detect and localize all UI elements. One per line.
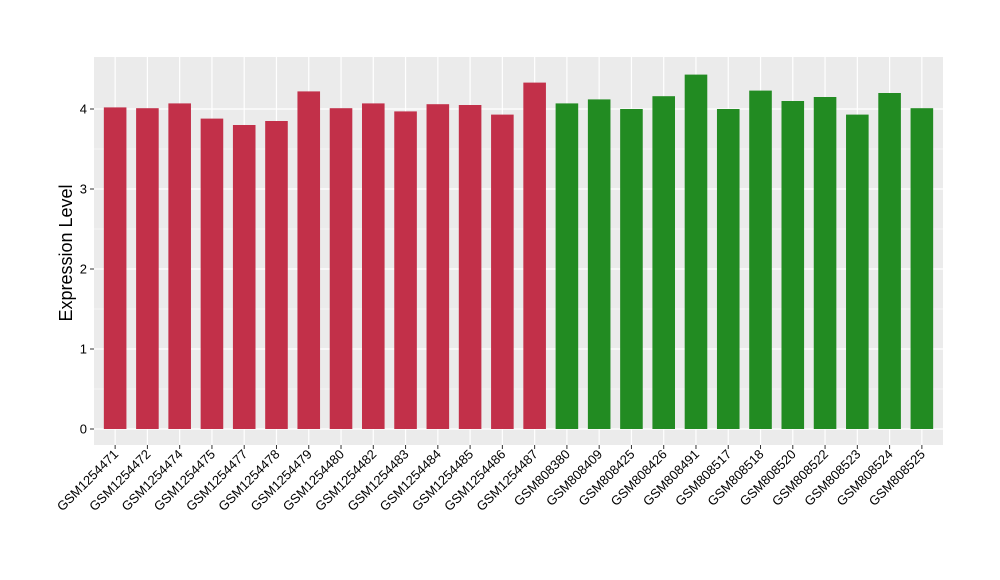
x-axis: GSM1254471GSM1254472GSM1254474GSM1254475…	[54, 445, 928, 514]
bar-GSM808522	[813, 97, 837, 429]
y-tick-label: 4	[80, 102, 87, 117]
bar-GSM808409	[587, 99, 611, 430]
bar-GSM1254472	[136, 108, 159, 429]
y-tick-label: 3	[80, 182, 87, 197]
bar-GSM808517	[716, 109, 740, 429]
y-axis-title: Expression Level	[56, 184, 76, 321]
bar-GSM808380	[555, 103, 579, 430]
bar-GSM1254479	[297, 91, 321, 430]
bar-GSM808491	[684, 74, 708, 429]
bar-GSM1254486	[491, 114, 514, 429]
bar-GSM1254475	[200, 118, 224, 429]
bar-GSM1254477	[232, 125, 256, 429]
bar-GSM1254478	[265, 121, 288, 429]
bar-GSM1254484	[426, 104, 450, 429]
y-axis: 0 1 2 3 4	[80, 102, 94, 437]
bar-GSM1254482	[361, 103, 385, 430]
y-tick-label: 0	[80, 422, 87, 437]
bar-GSM808518	[749, 90, 772, 429]
bar-GSM1254480	[329, 108, 353, 429]
y-tick-label: 1	[80, 342, 87, 357]
bar-GSM1254483	[394, 111, 417, 430]
bar-GSM808520	[781, 101, 805, 429]
bar-GSM808525	[910, 108, 934, 429]
bar-GSM808426	[652, 96, 676, 429]
bar-GSM1254487	[523, 82, 546, 429]
bar-GSM1254485	[458, 105, 482, 429]
bar-GSM808523	[846, 114, 869, 429]
bars	[103, 74, 934, 430]
bar-GSM1254474	[168, 103, 191, 430]
y-tick-label: 2	[80, 262, 87, 277]
bar-GSM1254471	[103, 107, 127, 430]
bar-GSM808524	[878, 93, 901, 429]
bar-GSM808425	[620, 109, 643, 429]
